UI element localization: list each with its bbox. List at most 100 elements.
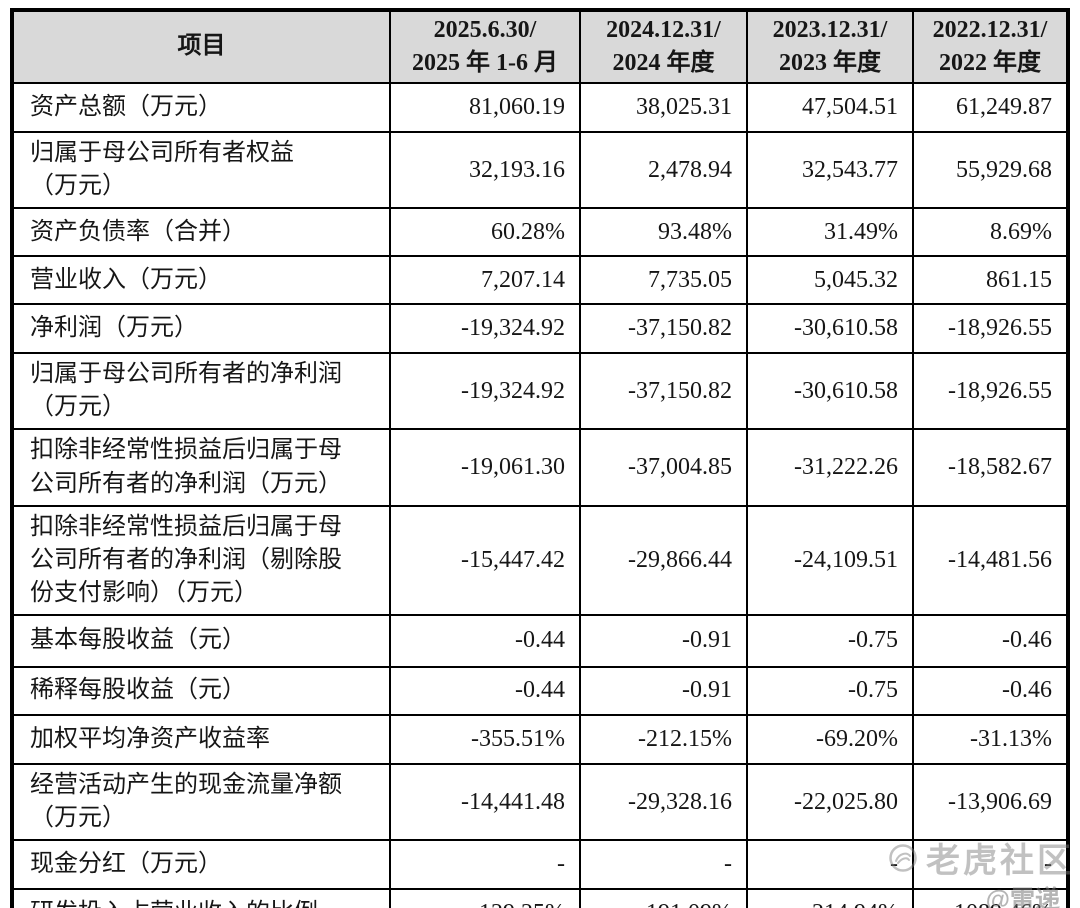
row-value-cell: -31,222.26 bbox=[746, 428, 914, 507]
financial-summary-table: 项目 2025.6.30/ 2025 年 1-6 月 2024.12.31/ 2… bbox=[10, 8, 1070, 908]
table-row: 研发投入占营业收入的比例 129.25% 191.09% 214.94% 108… bbox=[11, 888, 1069, 908]
row-value-cell: - bbox=[912, 839, 1069, 891]
period-range-line: 2022 年度 bbox=[939, 50, 1041, 76]
row-value-cell: -355.51% bbox=[389, 713, 581, 765]
period-date-line: 2023.12.31/ bbox=[772, 16, 888, 43]
table-row: 归属于母公司所有者权益 （万元） 32,193.16 2,478.94 32,5… bbox=[11, 130, 1069, 210]
row-value-cell: - bbox=[579, 839, 748, 891]
row-value-cell: -0.44 bbox=[389, 613, 581, 668]
row-value-cell: 55,929.68 bbox=[912, 130, 1069, 210]
row-value-cell: -29,328.16 bbox=[579, 762, 748, 842]
row-value-cell: -18,582.67 bbox=[912, 428, 1069, 507]
row-value-cell: 8.69% bbox=[912, 207, 1069, 258]
column-header-item-label: 项目 bbox=[177, 33, 226, 60]
table-row: 扣除非经常性损益后归属于母 公司所有者的净利润（剔除股 份支付影响）（万元） -… bbox=[11, 504, 1069, 616]
column-header-item: 项目 bbox=[11, 9, 391, 84]
table-body: 资产总额（万元） 81,060.19 38,025.31 47,504.51 6… bbox=[11, 82, 1069, 908]
row-value-cell: -69.20% bbox=[746, 713, 914, 765]
row-item-label: 基本每股收益（元） bbox=[11, 613, 391, 668]
table-row: 营业收入（万元） 7,207.14 7,735.05 5,045.32 861.… bbox=[11, 255, 1069, 306]
row-value-cell: -22,025.80 bbox=[746, 762, 914, 842]
row-value-cell: 38,025.31 bbox=[579, 82, 748, 133]
row-item-label: 归属于母公司所有者的净利润 （万元） bbox=[11, 352, 391, 431]
column-header-period-2025: 2025.6.30/ 2025 年 1-6 月 bbox=[389, 9, 581, 84]
row-item-label: 研发投入占营业收入的比例 bbox=[11, 888, 391, 908]
row-value-cell: 214.94% bbox=[746, 888, 914, 908]
row-value-cell: 7,735.05 bbox=[579, 255, 748, 306]
row-value-cell: -0.46 bbox=[912, 613, 1069, 668]
column-header-period-2022: 2022.12.31/ 2022 年度 bbox=[912, 9, 1069, 84]
row-value-cell: -0.75 bbox=[746, 613, 914, 668]
row-value-cell: -0.91 bbox=[579, 665, 748, 716]
row-value-cell: -18,926.55 bbox=[912, 303, 1069, 355]
row-value-cell: 129.25% bbox=[389, 888, 581, 908]
row-value-cell: - bbox=[389, 839, 581, 891]
table-row: 扣除非经常性损益后归属于母 公司所有者的净利润（万元） -19,061.30 -… bbox=[11, 428, 1069, 507]
row-item-label: 经营活动产生的现金流量净额 （万元） bbox=[11, 762, 391, 842]
row-value-cell: 7,207.14 bbox=[389, 255, 581, 306]
row-value-cell: -212.15% bbox=[579, 713, 748, 765]
table-row: 现金分红（万元） - - - - bbox=[11, 839, 1069, 891]
row-value-cell: -0.44 bbox=[389, 665, 581, 716]
row-value-cell: -24,109.51 bbox=[746, 504, 914, 616]
row-value-cell: -37,004.85 bbox=[579, 428, 748, 507]
period-date-line: 2022.12.31/ bbox=[932, 16, 1048, 43]
row-value-cell: - bbox=[746, 839, 914, 891]
table-row: 资产负债率（合并） 60.28% 93.48% 31.49% 8.69% bbox=[11, 207, 1069, 258]
table-row: 经营活动产生的现金流量净额 （万元） -14,441.48 -29,328.16… bbox=[11, 762, 1069, 842]
row-value-cell: 81,060.19 bbox=[389, 82, 581, 133]
period-range-line: 2024 年度 bbox=[612, 50, 715, 76]
row-value-cell: -29,866.44 bbox=[579, 504, 748, 616]
row-value-cell: 32,543.77 bbox=[746, 130, 914, 210]
row-value-cell: -19,324.92 bbox=[389, 303, 581, 355]
row-value-cell: 5,045.32 bbox=[746, 255, 914, 306]
row-item-label: 资产总额（万元） bbox=[11, 82, 391, 133]
table-row: 稀释每股收益（元） -0.44 -0.91 -0.75 -0.46 bbox=[11, 665, 1069, 716]
row-item-label: 归属于母公司所有者权益 （万元） bbox=[11, 130, 391, 210]
period-date-line: 2025.6.30/ bbox=[433, 16, 537, 43]
row-value-cell: -15,447.42 bbox=[389, 504, 581, 616]
row-item-label: 稀释每股收益（元） bbox=[11, 665, 391, 716]
row-value-cell: 93.48% bbox=[579, 207, 748, 258]
row-value-cell: 2,478.94 bbox=[579, 130, 748, 210]
row-item-label: 扣除非经常性损益后归属于母 公司所有者的净利润（万元） bbox=[11, 428, 391, 507]
row-value-cell: 61,249.87 bbox=[912, 82, 1069, 133]
table-row: 基本每股收益（元） -0.44 -0.91 -0.75 -0.46 bbox=[11, 613, 1069, 668]
row-value-cell: -14,481.56 bbox=[912, 504, 1069, 616]
row-value-cell: -31.13% bbox=[912, 713, 1069, 765]
row-item-label: 净利润（万元） bbox=[11, 303, 391, 355]
row-value-cell: -13,906.69 bbox=[912, 762, 1069, 842]
row-item-label: 加权平均净资产收益率 bbox=[11, 713, 391, 765]
table-row: 加权平均净资产收益率 -355.51% -212.15% -69.20% -31… bbox=[11, 713, 1069, 765]
table-row: 归属于母公司所有者的净利润 （万元） -19,324.92 -37,150.82… bbox=[11, 352, 1069, 431]
period-range-line: 2025 年 1-6 月 bbox=[412, 50, 558, 76]
row-value-cell: -0.91 bbox=[579, 613, 748, 668]
row-value-cell: 60.28% bbox=[389, 207, 581, 258]
row-value-cell: -37,150.82 bbox=[579, 352, 748, 431]
row-value-cell: 191.09% bbox=[579, 888, 748, 908]
row-value-cell: -18,926.55 bbox=[912, 352, 1069, 431]
period-range-line: 2023 年度 bbox=[779, 50, 881, 76]
row-value-cell: -0.46 bbox=[912, 665, 1069, 716]
row-value-cell: -14,441.48 bbox=[389, 762, 581, 842]
row-value-cell: -37,150.82 bbox=[579, 303, 748, 355]
row-value-cell: 32,193.16 bbox=[389, 130, 581, 210]
row-value-cell: -19,061.30 bbox=[389, 428, 581, 507]
row-value-cell: -30,610.58 bbox=[746, 303, 914, 355]
column-header-period-2023: 2023.12.31/ 2023 年度 bbox=[746, 9, 914, 84]
table-header-row: 项目 2025.6.30/ 2025 年 1-6 月 2024.12.31/ 2… bbox=[11, 9, 1069, 84]
row-value-cell: -19,324.92 bbox=[389, 352, 581, 431]
table-row: 净利润（万元） -19,324.92 -37,150.82 -30,610.58… bbox=[11, 303, 1069, 355]
column-header-period-2024: 2024.12.31/ 2024 年度 bbox=[579, 9, 748, 84]
row-value-cell: -0.75 bbox=[746, 665, 914, 716]
row-value-cell: -30,610.58 bbox=[746, 352, 914, 431]
row-value-cell: 31.49% bbox=[746, 207, 914, 258]
row-item-label: 扣除非经常性损益后归属于母 公司所有者的净利润（剔除股 份支付影响）（万元） bbox=[11, 504, 391, 616]
table-row: 资产总额（万元） 81,060.19 38,025.31 47,504.51 6… bbox=[11, 82, 1069, 133]
row-item-label: 现金分红（万元） bbox=[11, 839, 391, 891]
row-value-cell: 861.15 bbox=[912, 255, 1069, 306]
period-date-line: 2024.12.31/ bbox=[606, 16, 721, 43]
row-item-label: 资产负债率（合并） bbox=[11, 207, 391, 258]
row-value-cell: 47,504.51 bbox=[746, 82, 914, 133]
